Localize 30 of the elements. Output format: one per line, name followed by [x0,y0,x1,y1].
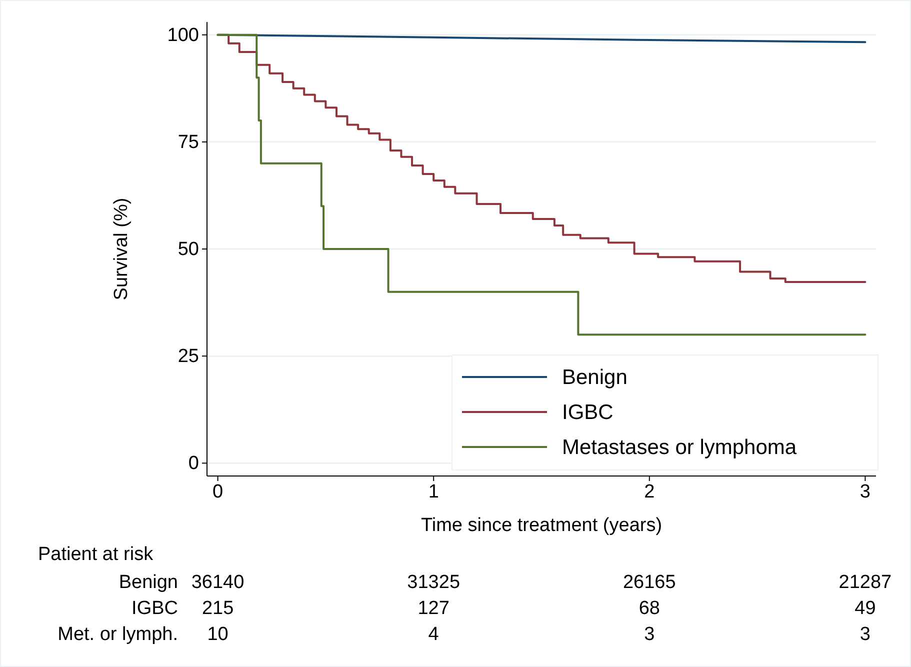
x-tick-label: 1 [428,481,439,502]
text: IGBC [132,598,178,619]
x-tick-label: 0 [212,481,224,502]
text: 215 [202,598,234,619]
text: 49 [854,598,876,619]
text: 36140 [191,572,244,593]
legend-label: Metastases or lymphoma [562,436,797,459]
y-tick-label: 75 [178,132,199,154]
y-tick-label: 50 [178,239,199,260]
x-tick-label: 2 [644,481,655,502]
x-tick-label: 3 [860,481,870,502]
text: 3 [860,624,870,645]
y-tick-label: 100 [167,24,199,46]
text: 21287 [838,572,892,593]
text: 3 [644,624,655,645]
text: 68 [638,598,660,619]
text: Patient at risk [38,544,154,565]
legend-label: IGBC [562,401,614,424]
y-tick-label: 0 [188,453,199,474]
text: 4 [428,624,440,645]
text: 10 [207,624,228,645]
text: Met. or lymph. [58,624,178,645]
y-tick-label: 25 [178,346,199,368]
text: 26165 [622,572,676,593]
text: 31325 [407,572,460,593]
legend-label: Benign [562,366,628,389]
y-axis-title: Survival (%) [111,198,132,300]
text: 127 [418,598,450,619]
text: Benign [118,572,178,593]
x-axis-title: Time since treatment (years) [420,515,662,536]
